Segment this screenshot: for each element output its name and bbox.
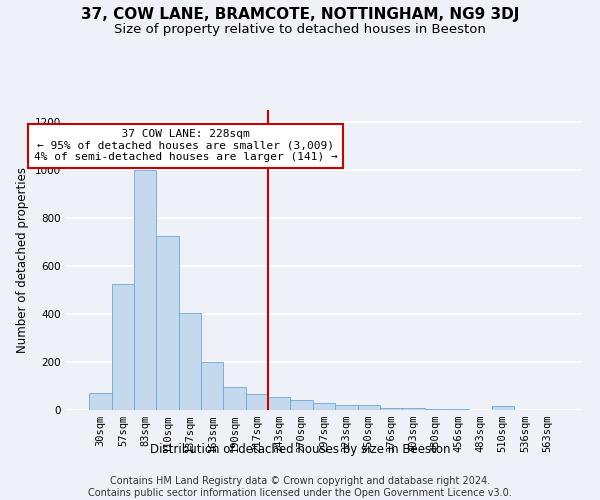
Y-axis label: Number of detached properties: Number of detached properties (16, 167, 29, 353)
Text: Size of property relative to detached houses in Beeston: Size of property relative to detached ho… (114, 22, 486, 36)
Text: Contains HM Land Registry data © Crown copyright and database right 2024.
Contai: Contains HM Land Registry data © Crown c… (88, 476, 512, 498)
Bar (179, 313, 201, 410)
Bar (89, 393, 112, 410)
Bar (223, 387, 246, 410)
Bar (201, 362, 223, 410)
Bar (112, 284, 134, 410)
Bar (402, 408, 425, 410)
Bar (313, 403, 335, 410)
Bar (290, 400, 313, 410)
Text: 37 COW LANE: 228sqm  
← 95% of detached houses are smaller (3,009)
4% of semi-de: 37 COW LANE: 228sqm ← 95% of detached ho… (34, 129, 337, 162)
Bar (425, 409, 447, 410)
Bar (157, 236, 179, 410)
Bar (246, 394, 268, 410)
Bar (335, 405, 358, 410)
Bar (447, 409, 469, 410)
Bar (380, 408, 402, 410)
Bar (491, 406, 514, 410)
Bar (134, 170, 157, 410)
Text: 37, COW LANE, BRAMCOTE, NOTTINGHAM, NG9 3DJ: 37, COW LANE, BRAMCOTE, NOTTINGHAM, NG9 … (81, 8, 519, 22)
Bar (358, 405, 380, 410)
Text: Distribution of detached houses by size in Beeston: Distribution of detached houses by size … (150, 442, 450, 456)
Bar (268, 397, 290, 410)
